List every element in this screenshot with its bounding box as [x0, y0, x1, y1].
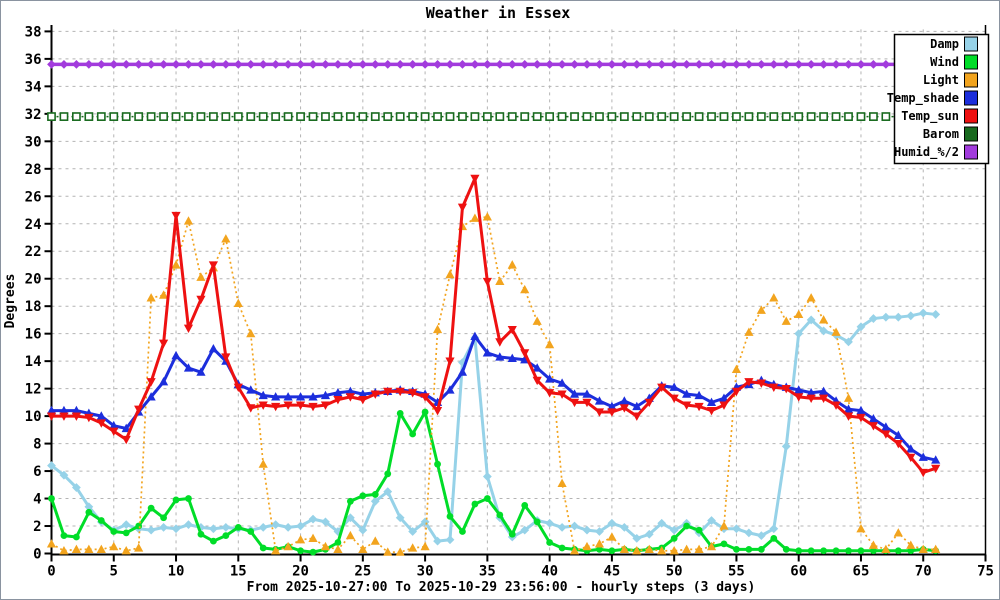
x-tick-label: 0 — [47, 564, 55, 580]
y-tick-label: 38 — [25, 24, 42, 40]
legend-label-Damp: Damp — [930, 37, 959, 51]
legend-swatch-Damp — [964, 36, 978, 52]
y-tick-label: 16 — [25, 327, 42, 343]
series-line-Temp_sun — [51, 176, 937, 474]
y-tick-label: 8 — [33, 437, 41, 453]
x-tick-label: 60 — [790, 564, 807, 580]
y-tick-label: 2 — [33, 519, 41, 535]
x-tick-label: 50 — [666, 564, 683, 580]
legend-label-Barom: Barom — [923, 127, 959, 141]
legend-swatch-Humid_%/2 — [964, 144, 978, 160]
x-tick-label: 20 — [292, 564, 309, 580]
chart-title: Weather in Essex — [426, 4, 571, 22]
y-tick-label: 34 — [25, 79, 42, 95]
axes: 0 5 10 15 20 25 30 35 40 45 50 55 60 65 70 750246810121… — [25, 24, 994, 579]
y-tick-label: 0 — [33, 547, 41, 563]
legend-label-Light: Light — [923, 73, 959, 87]
series-Humid_%/2 — [47, 59, 941, 69]
legend-swatch-Temp_shade — [964, 90, 978, 106]
y-tick-label: 18 — [25, 299, 42, 315]
y-axis-title: Degrees — [3, 274, 18, 329]
series-Temp_sun — [46, 174, 941, 478]
series-markers-Damp — [47, 308, 941, 546]
y-tick-label: 28 — [25, 162, 42, 178]
series-line-Wind — [50, 410, 936, 554]
y-tick-label: 32 — [25, 107, 42, 123]
x-tick-label: 10 — [168, 564, 185, 580]
y-tick-label: 12 — [25, 382, 42, 398]
series-Damp — [47, 308, 941, 546]
x-axis-title: From 2025-10-27:00 To 2025-10-29 23:56:0… — [247, 580, 756, 595]
series-Wind — [48, 408, 940, 556]
y-tick-label: 6 — [33, 464, 41, 480]
y-tick-label: 10 — [25, 409, 42, 425]
data-series — [46, 59, 941, 556]
gridlines — [51, 29, 986, 554]
y-tick-label: 24 — [25, 217, 42, 233]
y-tick-label: 26 — [25, 189, 42, 205]
series-markers-Wind — [48, 408, 940, 556]
x-tick-label: 5 — [110, 564, 118, 580]
y-tick-label: 36 — [25, 52, 42, 68]
legend-swatch-Temp_sun — [964, 108, 978, 124]
x-tick-label: 25 — [354, 564, 371, 580]
x-tick-label: 75 — [977, 564, 994, 580]
x-tick-label: 65 — [853, 564, 870, 580]
legend: Damp Wind Light Temp_shade Temp_sun Barom Humi… — [887, 33, 990, 165]
series-markers-Light — [46, 212, 941, 556]
y-tick-label: 22 — [25, 244, 42, 260]
x-tick-label: 15 — [230, 564, 247, 580]
series-markers-Temp_sun — [46, 174, 941, 478]
legend-label-Humid_%/2: Humid_%/2 — [894, 145, 959, 160]
legend-swatch-Wind — [964, 54, 978, 70]
x-tick-label: 45 — [603, 564, 620, 580]
series-line-Light — [51, 216, 936, 553]
x-tick-label: 35 — [479, 564, 496, 580]
x-tick-label: 40 — [541, 564, 558, 580]
y-tick-label: 4 — [33, 492, 41, 508]
legend-label-Wind: Wind — [930, 55, 959, 69]
y-tick-label: 20 — [25, 272, 42, 288]
legend-label-Temp_sun: Temp_sun — [901, 109, 959, 124]
series-markers-Barom — [47, 112, 941, 121]
series-Barom — [47, 112, 941, 121]
legend-label-Temp_shade: Temp_shade — [887, 91, 959, 106]
legend-swatch-Barom — [964, 126, 978, 142]
series-Light — [46, 212, 941, 556]
x-tick-label: 70 — [915, 564, 932, 580]
x-tick-label: 55 — [728, 564, 745, 580]
legend-swatch-Light — [964, 72, 978, 88]
x-tick-label: 30 — [417, 564, 434, 580]
y-tick-label: 30 — [25, 134, 42, 150]
y-tick-label: 14 — [25, 354, 42, 370]
series-markers-Humid_%/2 — [47, 59, 941, 69]
